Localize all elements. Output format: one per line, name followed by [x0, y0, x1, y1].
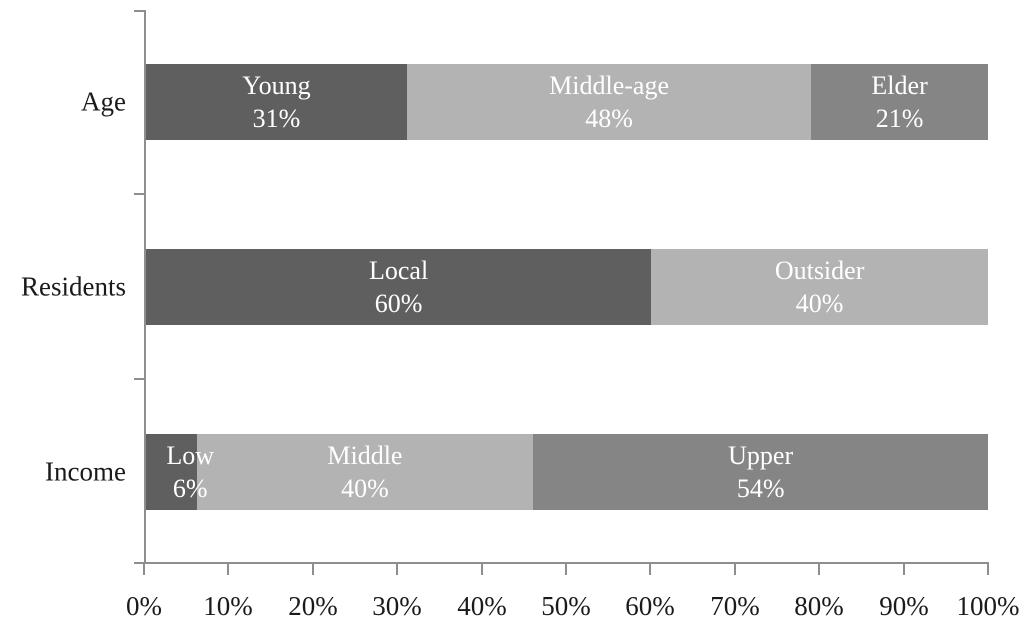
y-axis-tick	[134, 10, 145, 12]
segment-label: Low 6%	[166, 439, 214, 505]
segment-value: 6%	[172, 474, 208, 503]
x-axis-tick-label: 40%	[457, 591, 507, 621]
segment-label: Outsider 40%	[775, 254, 865, 320]
x-axis-tick-label: 30%	[372, 591, 422, 621]
segment-name: Young	[242, 71, 311, 100]
segment-name: Elder	[871, 71, 928, 100]
bar-segment-middle-age: Middle-age 48%	[407, 64, 812, 140]
bar-segment-local: Local 60%	[146, 249, 652, 325]
segment-value: 48%	[585, 104, 633, 133]
segment-label: Elder 21%	[871, 69, 927, 135]
x-axis-tick-label: 70%	[710, 591, 760, 621]
x-axis-tick-30	[396, 562, 398, 575]
segment-value: 31%	[252, 104, 301, 133]
x-axis-tick-40	[481, 562, 483, 575]
segment-label: Local 60%	[369, 254, 428, 320]
segment-value: 40%	[795, 289, 844, 318]
x-axis-tick-10	[227, 562, 229, 575]
x-axis-tick-label: 90%	[879, 591, 929, 621]
segment-value: 40%	[341, 474, 389, 503]
bar-segment-outsider: Outsider 40%	[651, 249, 988, 325]
bar-segment-upper: Upper 54%	[533, 434, 988, 510]
bar-row-income: Low 6% Middle 40% Upper 54%	[146, 434, 988, 510]
bar-segment-young: Young 31%	[146, 64, 408, 140]
x-axis-tick-label: 80%	[794, 591, 844, 621]
y-axis-tick	[134, 378, 145, 380]
segment-value: 54%	[736, 474, 785, 503]
segment-label: Upper 54%	[728, 439, 793, 505]
segment-name: Middle	[327, 441, 403, 470]
bar-segment-low: Low 6%	[146, 434, 214, 510]
segment-name: Upper	[728, 441, 794, 470]
category-label-residents: Residents	[21, 271, 126, 302]
segment-name: Outsider	[774, 256, 865, 285]
x-axis-tick-90	[903, 562, 905, 575]
segment-value: 21%	[875, 104, 924, 133]
x-axis-tick-50	[565, 562, 567, 575]
x-axis-tick-100	[987, 562, 989, 575]
x-axis-tick-0	[143, 562, 145, 575]
bar-row-residents: Local 60% Outsider 40%	[146, 249, 988, 325]
segment-label: Middle 40%	[327, 439, 402, 505]
y-axis-line	[144, 10, 146, 564]
x-axis-tick-label: 10%	[203, 591, 253, 621]
x-axis-tick-label: 100%	[956, 591, 1020, 621]
x-axis-tick-80	[818, 562, 820, 575]
segment-name: Middle-age	[549, 71, 670, 100]
x-axis-tick-label: 0%	[126, 591, 162, 621]
x-axis-line	[134, 562, 989, 564]
segment-label: Middle-age 48%	[549, 69, 669, 135]
x-axis-tick-70	[734, 562, 736, 575]
x-axis-tick-60	[649, 562, 651, 575]
segment-value: 60%	[374, 289, 423, 318]
segment-name: Local	[369, 256, 429, 285]
x-axis-tick-label: 60%	[625, 591, 675, 621]
bar-row-age: Young 31% Middle-age 48% Elder 21%	[146, 64, 988, 140]
y-axis-tick	[134, 193, 145, 195]
category-label-age: Age	[81, 86, 126, 117]
bar-segment-middle: Middle 40%	[196, 434, 534, 510]
x-axis-tick-label: 50%	[541, 591, 591, 621]
x-axis-tick-20	[312, 562, 314, 575]
bar-segment-elder: Elder 21%	[811, 64, 988, 140]
segment-label: Young 31%	[242, 69, 310, 135]
x-axis-tick-label: 20%	[288, 591, 338, 621]
segment-name: Low	[166, 441, 215, 470]
category-label-income: Income	[45, 456, 126, 487]
